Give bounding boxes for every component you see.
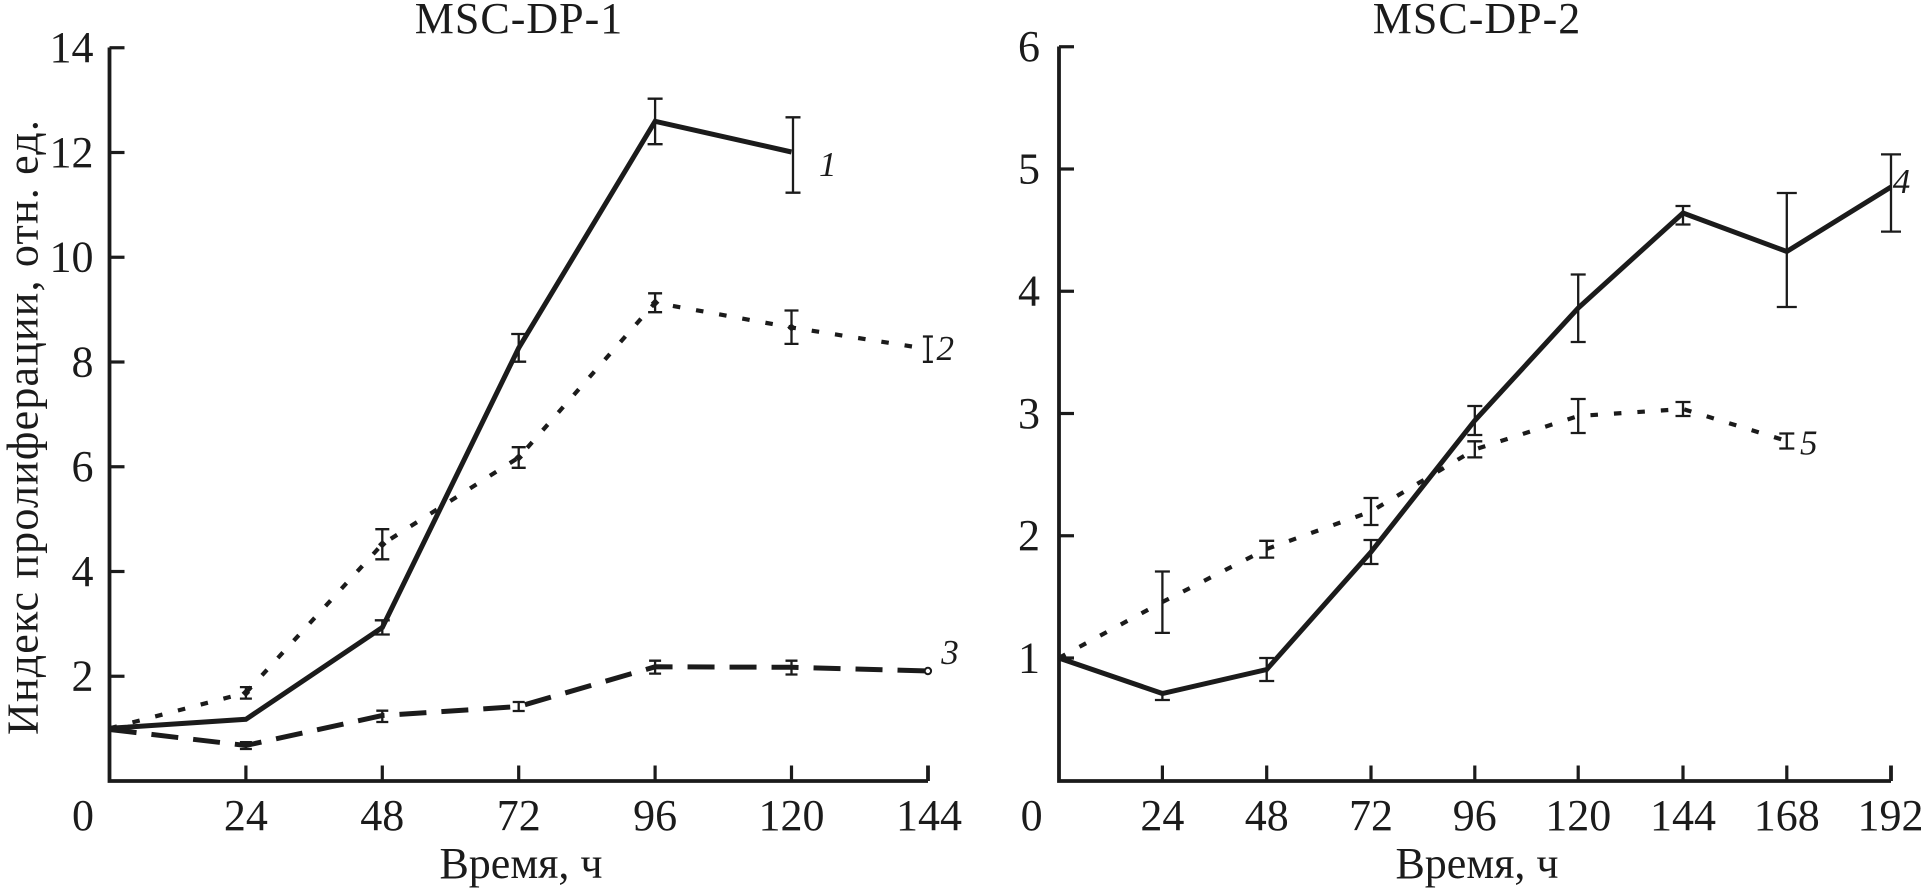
svg-text:2: 2 [72,652,94,701]
svg-text:Индекс пролиферации, отн. ед.: Индекс пролиферации, отн. ед. [0,119,48,735]
svg-text:48: 48 [360,791,404,840]
svg-text:Время, ч: Время, ч [439,839,602,888]
svg-text:4: 4 [72,547,94,596]
svg-text:168: 168 [1754,791,1820,840]
svg-text:72: 72 [1349,791,1393,840]
svg-text:48: 48 [1245,791,1289,840]
svg-text:6: 6 [1018,22,1040,71]
svg-text:5: 5 [1800,424,1818,463]
svg-text:96: 96 [633,791,677,840]
svg-text:0: 0 [1021,791,1043,840]
svg-text:3: 3 [940,633,959,672]
svg-text:120: 120 [1545,791,1611,840]
svg-text:0: 0 [72,791,94,840]
svg-text:5: 5 [1018,144,1040,193]
svg-text:MSC-DP-1: MSC-DP-1 [415,0,624,43]
svg-text:144: 144 [1650,791,1716,840]
svg-text:10: 10 [50,233,94,282]
svg-text:8: 8 [72,337,94,386]
svg-text:192: 192 [1858,791,1921,840]
svg-text:MSC-DP-2: MSC-DP-2 [1373,0,1582,43]
svg-text:2: 2 [936,329,954,368]
svg-text:3: 3 [1018,389,1040,438]
svg-text:12: 12 [50,128,94,177]
svg-text:1: 1 [1018,633,1040,682]
svg-text:2: 2 [1018,511,1040,560]
svg-text:14: 14 [50,23,94,72]
svg-text:96: 96 [1453,791,1497,840]
svg-text:6: 6 [72,442,94,491]
svg-text:4: 4 [1893,162,1911,201]
svg-text:72: 72 [497,791,541,840]
svg-text:24: 24 [1140,791,1184,840]
svg-text:144: 144 [896,791,962,840]
svg-text:120: 120 [759,791,825,840]
svg-text:1: 1 [819,145,837,184]
svg-text:Время, ч: Время, ч [1395,839,1558,888]
svg-text:24: 24 [224,791,268,840]
svg-text:4: 4 [1018,267,1040,316]
